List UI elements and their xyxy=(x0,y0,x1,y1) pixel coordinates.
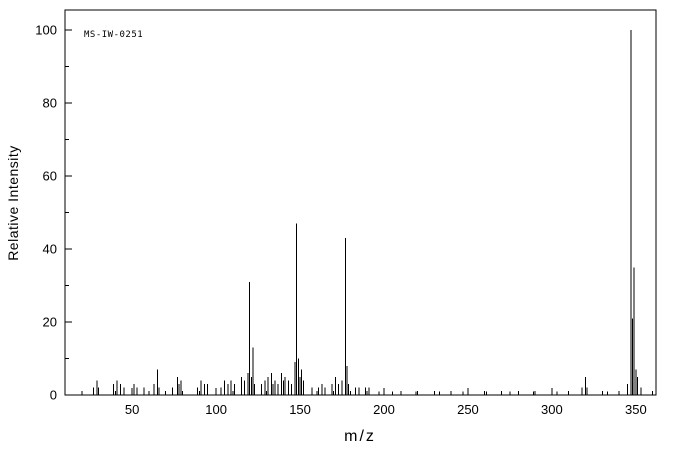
plot-border xyxy=(64,9,657,396)
x-axis-tick-label: 200 xyxy=(373,402,395,417)
y-axis-title: Relative Intensity xyxy=(5,145,21,261)
y-axis-tick-label: 0 xyxy=(50,388,57,403)
x-axis-tick-label: 350 xyxy=(625,402,647,417)
x-axis-tick-label: 250 xyxy=(457,402,479,417)
x-axis-tick-label: 300 xyxy=(541,402,563,417)
spectrum-id-label: MS-IW-0251 xyxy=(84,30,144,40)
y-axis-tick-label: 80 xyxy=(43,96,57,111)
x-axis-tick-label: 150 xyxy=(289,402,311,417)
x-axis-title: m/z xyxy=(344,428,376,445)
x-axis-tick-label: 50 xyxy=(125,402,139,417)
y-axis-tick-label: 20 xyxy=(43,315,57,330)
y-axis-tick-label: 60 xyxy=(43,169,57,184)
y-axis-tick-label: 100 xyxy=(35,23,57,38)
y-axis-tick-label: 40 xyxy=(43,242,57,257)
x-axis-tick-label: 100 xyxy=(205,402,227,417)
